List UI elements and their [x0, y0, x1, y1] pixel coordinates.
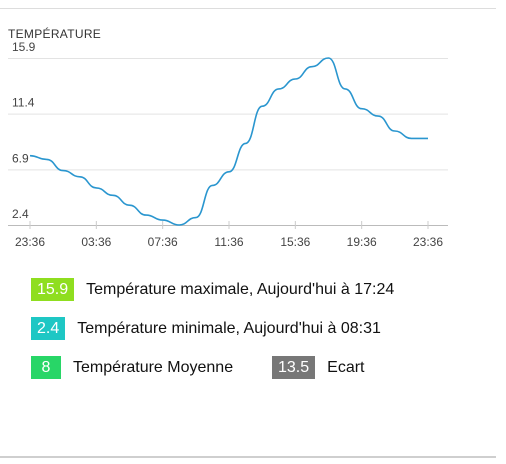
max-temp-badge: 15.9	[31, 278, 75, 301]
min-temp-label: Température minimale, Aujourd'hui à 08:3…	[77, 319, 381, 337]
x-tick-label: 19:36	[347, 235, 377, 249]
temperature-chart: 23:36 03:36 07:36 11:36 15:36 19:36 23:36 2.4 6…	[8, 40, 448, 249]
x-tick-label: 15:36	[280, 235, 310, 249]
chart-x-axis: 23:36 03:36 07:36 11:36 15:36 19:36 23:36	[15, 221, 443, 249]
avg-temp-badge: 8	[31, 356, 61, 379]
stat-gap-row: 13.5 Ecart	[272, 356, 364, 379]
x-tick-label: 23:36	[413, 235, 443, 249]
x-tick-label: 11:36	[214, 235, 243, 249]
chart-y-axis: 2.4 6.9 11.4 15.9	[12, 40, 36, 221]
gap-label: Ecart	[327, 358, 365, 376]
x-tick-label: 23:36	[15, 235, 45, 249]
stat-avg-row: 8 Température Moyenne	[31, 356, 233, 379]
y-tick-label: 11.4	[12, 96, 35, 110]
y-tick-label: 2.4	[12, 207, 29, 221]
gap-badge: 13.5	[272, 356, 316, 379]
x-tick-label: 03:36	[81, 235, 111, 249]
top-divider	[0, 8, 496, 9]
stat-max-row: 15.9 Température maximale, Aujourd'hui à…	[31, 278, 394, 301]
x-tick-label: 07:36	[148, 235, 178, 249]
max-temp-label: Température maximale, Aujourd'hui à 17:2…	[86, 280, 395, 298]
bottom-divider	[0, 456, 496, 458]
y-tick-label: 6.9	[12, 151, 29, 165]
temperature-line	[29, 57, 428, 226]
chart-grid	[8, 58, 448, 226]
y-tick-label: 15.9	[12, 40, 36, 54]
widget-title: TEMPÉRATURE	[8, 27, 102, 41]
chart-series	[29, 57, 428, 226]
avg-temp-label: Température Moyenne	[73, 358, 234, 376]
stat-min-row: 2.4 Température minimale, Aujourd'hui à …	[31, 317, 381, 340]
min-temp-badge: 2.4	[31, 317, 66, 340]
